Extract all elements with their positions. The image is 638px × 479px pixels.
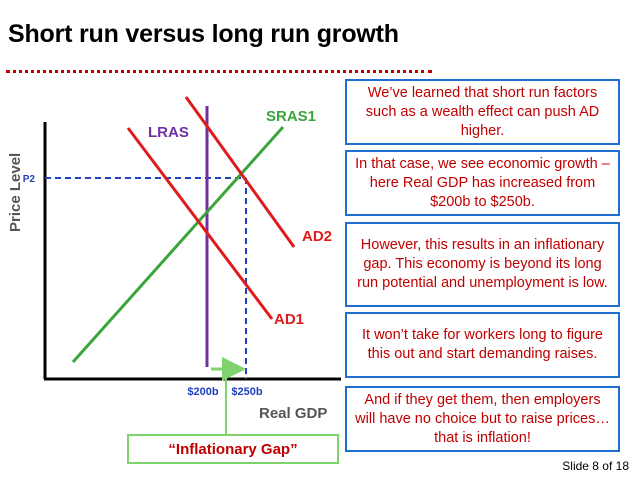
note-box-3: However, this results in an inflationary… (345, 222, 620, 307)
note-text-3: However, this results in an inflationary… (357, 237, 608, 291)
x-axis-label: Real GDP (259, 405, 327, 422)
gdp-250b-label: $250b (231, 386, 262, 398)
note-box-5: And if they get them, then employers wil… (345, 386, 620, 452)
price-level-p2-label: P2 (23, 174, 36, 185)
sras1-label: SRAS1 (266, 108, 316, 125)
ad1-label: AD1 (274, 311, 304, 328)
sras1-curve (71, 126, 285, 363)
note-box-1: We’ve learned that short run factors suc… (345, 79, 620, 145)
note-box-2: In that case, we see economic growth – h… (345, 150, 620, 216)
inflationary-gap-label: “Inflationary Gap” (127, 434, 339, 464)
ad1-curve (126, 127, 274, 320)
gdp-200b-label: $200b (187, 386, 218, 398)
slide-number: Slide 8 of 18 (562, 459, 629, 473)
lras-label: LRAS (148, 124, 189, 141)
y-axis-label: Price Level (7, 153, 24, 232)
slide-title: Short run versus long run growth (8, 20, 399, 48)
ad2-label: AD2 (302, 228, 332, 245)
note-box-4: It won’t take for workers long to figure… (345, 312, 620, 378)
ad2-curve (184, 96, 296, 248)
note-text-2: In that case, we see economic growth – h… (355, 155, 610, 210)
title-divider (6, 70, 432, 73)
note-text-4: It won’t take for workers long to figure… (362, 327, 603, 362)
note-text-5: And if they get them, then employers wil… (355, 391, 610, 446)
note-text-1: We’ve learned that short run factors suc… (365, 84, 600, 139)
